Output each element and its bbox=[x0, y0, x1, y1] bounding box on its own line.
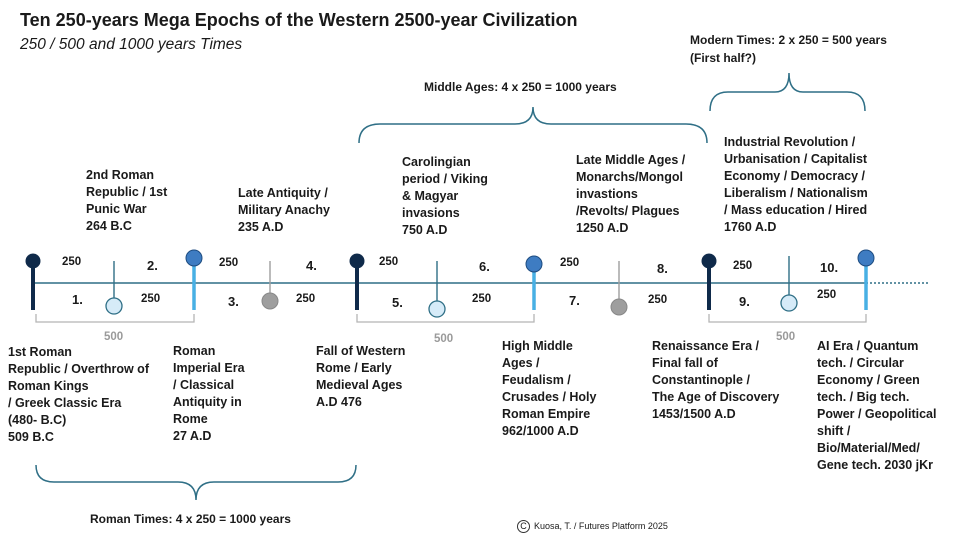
epoch-number-1: 1. bbox=[72, 292, 83, 307]
span-label-4: 250 bbox=[296, 293, 316, 305]
half-span-label-3: 500 bbox=[776, 331, 796, 343]
credit: C Kuosa, T. / Futures Platform 2025 bbox=[517, 520, 668, 533]
span-label-1: 250 bbox=[62, 256, 82, 268]
middle-ages-label: Middle Ages: 4 x 250 = 1000 years bbox=[424, 80, 617, 94]
span-label-2: 250 bbox=[141, 293, 161, 305]
half-bracket-2 bbox=[356, 314, 535, 323]
epoch-number-3: 3. bbox=[228, 294, 239, 309]
epoch-number-6: 6. bbox=[479, 259, 490, 274]
major-circle-6 bbox=[857, 249, 875, 267]
copyright-icon: C bbox=[517, 520, 530, 533]
span-label-10: 250 bbox=[817, 289, 837, 301]
major-circle-3 bbox=[349, 253, 365, 269]
event-509bc: 1st Roman Republic / Overthrow of Roman … bbox=[8, 345, 149, 444]
event-235ad: Late Antiquity / Military Anachy 235 A.D bbox=[238, 186, 330, 234]
mid-circle-3 bbox=[428, 300, 446, 318]
epoch-number-8: 8. bbox=[657, 261, 668, 276]
half-span-label-1: 500 bbox=[104, 331, 124, 343]
span-label-9: 250 bbox=[733, 260, 753, 272]
roman-times-brace bbox=[35, 464, 357, 501]
event-1453ad: Renaissance Era / Final fall of Constant… bbox=[652, 339, 780, 421]
epoch-number-4: 4. bbox=[306, 258, 317, 273]
span-label-6: 250 bbox=[472, 293, 492, 305]
event-1760ad: Industrial Revolution / Urbanisation / C… bbox=[724, 135, 868, 234]
mid-circle-4 bbox=[610, 298, 628, 316]
span-label-7: 250 bbox=[560, 257, 580, 269]
modern-times-label: Modern Times: 2 x 250 = 500 years (First… bbox=[690, 33, 887, 65]
span-label-8: 250 bbox=[648, 294, 668, 306]
epoch-number-2: 2. bbox=[147, 258, 158, 273]
event-962ad: High Middle Ages / Feudalism / Crusades … bbox=[502, 339, 597, 438]
event-1250ad: Late Middle Ages / Monarchs/Mongol invas… bbox=[576, 153, 686, 235]
half-span-label-2: 500 bbox=[434, 333, 454, 345]
half-bracket-1 bbox=[35, 314, 195, 323]
middle-ages-brace bbox=[358, 106, 708, 144]
span-label-3: 250 bbox=[219, 257, 239, 269]
mid-circle-1 bbox=[105, 297, 123, 315]
event-264bc: 2nd Roman Republic / 1st Punic War 264 B… bbox=[86, 168, 168, 233]
event-750ad: Carolingian period / Viking & Magyar inv… bbox=[402, 155, 488, 237]
span-label-5: 250 bbox=[379, 256, 399, 268]
mid-circle-2 bbox=[261, 292, 279, 310]
roman-times-label: Roman Times: 4 x 250 = 1000 years bbox=[90, 512, 291, 526]
major-circle-5 bbox=[701, 253, 717, 269]
half-bracket-3 bbox=[708, 314, 867, 323]
major-circle-1 bbox=[25, 253, 41, 269]
epoch-number-9: 9. bbox=[739, 294, 750, 309]
event-476ad: Fall of Western Rome / Early Medieval Ag… bbox=[316, 344, 406, 409]
event-2030: AI Era / Quantum tech. / Circular Econom… bbox=[817, 339, 937, 472]
epoch-number-5: 5. bbox=[392, 295, 403, 310]
event-27ad: Roman Imperial Era / Classical Antiquity… bbox=[173, 344, 245, 443]
page-title: Ten 250-years Mega Epochs of the Western… bbox=[20, 10, 578, 30]
epoch-number-7: 7. bbox=[569, 293, 580, 308]
major-circle-4 bbox=[525, 255, 543, 273]
epoch-number-10: 10. bbox=[820, 260, 839, 275]
mid-circle-5 bbox=[780, 294, 798, 312]
page-subtitle: 250 / 500 and 1000 years Times bbox=[20, 36, 243, 53]
credit-text: Kuosa, T. / Futures Platform 2025 bbox=[534, 520, 668, 531]
major-circle-2 bbox=[185, 249, 203, 267]
modern-times-brace bbox=[709, 72, 866, 112]
